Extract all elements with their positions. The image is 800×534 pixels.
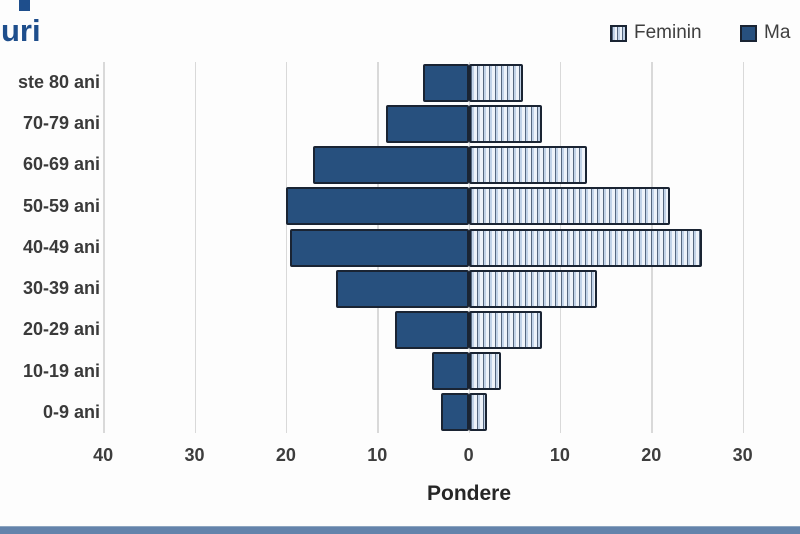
legend-item-feminin: Feminin	[610, 22, 702, 44]
bar-feminin-10-19-ani	[468, 352, 501, 391]
bar-masculin-10-19-ani	[432, 352, 469, 391]
x-tick-label: 30	[732, 445, 753, 465]
cropped-title-mark	[19, 0, 30, 11]
gridline	[742, 62, 745, 433]
bar-feminin-20-29-ani	[468, 310, 542, 349]
x-tick-label: 40	[93, 445, 114, 465]
bar-masculin-20-29-ani	[395, 310, 469, 349]
bar-feminin-70-79-ani	[468, 104, 542, 143]
category-label: ste 80 ani	[17, 72, 100, 92]
category-label: 40-49 ani	[22, 236, 100, 257]
x-tick-label: 10	[367, 445, 388, 465]
x-tick-label: 10	[549, 445, 570, 465]
gridline	[194, 62, 197, 433]
category-label: 30-39 ani	[22, 278, 100, 299]
bar-feminin-30-39-ani	[468, 269, 597, 308]
category-label: 50-59 ani	[22, 195, 100, 216]
category-label: 20-29 ani	[22, 319, 100, 340]
x-tick-label: 30	[184, 445, 205, 465]
bar-masculin-40-49-ani	[290, 228, 469, 267]
bar-masculin-70-79-ani	[386, 104, 469, 143]
legend-item-masculin: Ma	[740, 22, 790, 44]
category-label: 60-69 ani	[22, 154, 100, 175]
category-label: 70-79 ani	[22, 113, 100, 134]
x-tick-label: 20	[641, 445, 662, 465]
bar-feminin-60-69-ani	[468, 146, 588, 185]
bar-feminin-50-59-ani	[468, 187, 670, 226]
gridline	[285, 62, 288, 433]
bar-masculin-ste-80-ani	[422, 63, 469, 102]
legend-label-masculin: Ma	[764, 22, 791, 43]
masculin-swatch-icon	[740, 24, 757, 42]
bar-feminin-ste-80-ani	[468, 63, 524, 102]
x-tick-label: 0	[463, 445, 474, 465]
x-tick-label: 20	[275, 445, 296, 465]
bar-masculin-60-69-ani	[313, 146, 469, 185]
category-label: 0-9 ani	[42, 401, 100, 422]
feminin-swatch-icon	[610, 24, 627, 42]
bar-feminin-40-49-ani	[468, 228, 702, 267]
bottom-strip	[0, 526, 800, 534]
chart-title: uri	[1, 13, 41, 48]
legend-label-feminin: Feminin	[634, 22, 702, 43]
x-axis-title: Pondere	[426, 482, 512, 505]
bar-masculin-0-9-ani	[441, 393, 469, 432]
bar-masculin-30-39-ani	[336, 269, 469, 308]
gridline	[103, 62, 105, 433]
bar-feminin-0-9-ani	[468, 393, 487, 432]
category-label: 10-19 ani	[22, 360, 100, 381]
bar-masculin-50-59-ani	[285, 187, 469, 226]
